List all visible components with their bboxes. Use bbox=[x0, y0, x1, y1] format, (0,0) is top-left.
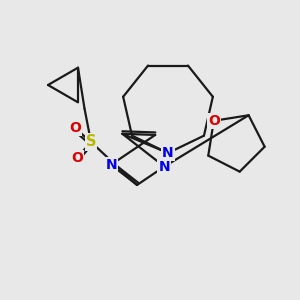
Text: O: O bbox=[71, 151, 83, 165]
Text: O: O bbox=[69, 121, 81, 135]
Text: N: N bbox=[162, 146, 174, 160]
Text: O: O bbox=[208, 114, 220, 128]
Text: N: N bbox=[158, 160, 170, 174]
Text: S: S bbox=[86, 134, 96, 149]
Text: N: N bbox=[105, 158, 117, 172]
